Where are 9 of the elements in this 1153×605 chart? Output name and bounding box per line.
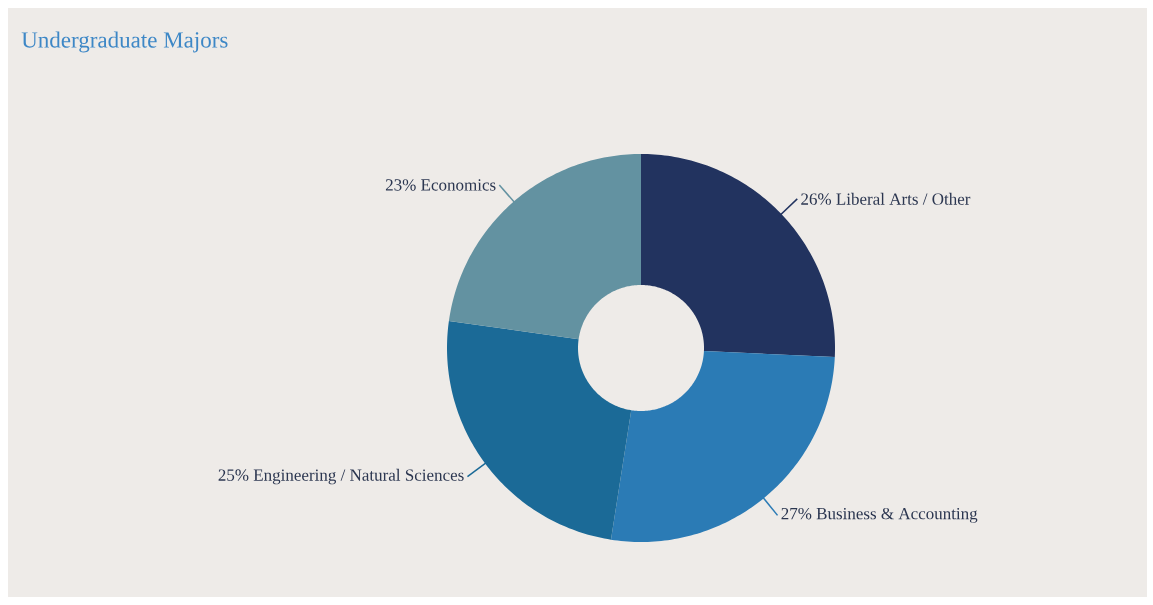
slice-label: Liberal Arts / Other	[836, 192, 971, 205]
data-label: 27%	[781, 507, 812, 520]
slice-label: Engineering / Natural Sciences	[253, 468, 464, 485]
data-label: 25%	[218, 469, 249, 481]
chart-title: Undergraduate Majors	[21, 31, 228, 53]
slice-label: Economics	[421, 179, 496, 191]
slice-label: Business & Accounting	[816, 507, 978, 523]
data-label: 26%	[801, 193, 832, 205]
data-label: 23%	[385, 179, 416, 191]
